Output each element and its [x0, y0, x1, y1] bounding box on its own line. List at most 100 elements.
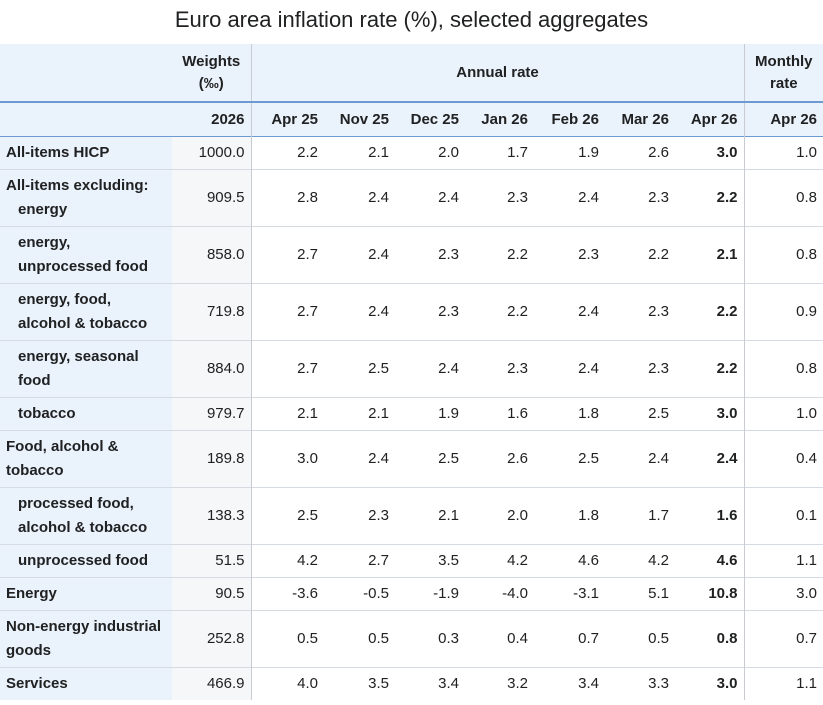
- row-value: 3.5: [324, 667, 395, 700]
- row-monthly: 1.0: [744, 136, 823, 170]
- row-value: 2.5: [251, 487, 324, 545]
- row-value: -4.0: [465, 577, 534, 611]
- row-value-latest: 1.6: [675, 487, 745, 545]
- row-value-latest: 0.8: [675, 610, 745, 668]
- row-value-latest: 3.0: [675, 397, 745, 431]
- header-period: Jan 26: [465, 101, 534, 137]
- row-weight: 884.0: [172, 340, 252, 398]
- row-label: energy, food, alcohol & tobacco: [0, 283, 172, 341]
- row-monthly: 0.8: [744, 169, 823, 227]
- row-monthly: 0.8: [744, 340, 823, 398]
- table-row: All-items excluding: energy 909.5 2.8 2.…: [0, 169, 823, 227]
- row-label: unprocessed food: [0, 544, 172, 578]
- row-value: -1.9: [395, 577, 465, 611]
- row-value: 2.2: [465, 283, 534, 341]
- row-weight: 252.8: [172, 610, 252, 668]
- row-value: 4.2: [251, 544, 324, 578]
- row-value: 1.8: [534, 397, 605, 431]
- row-value: 0.4: [465, 610, 534, 668]
- table-row: All-items HICP 1000.0 2.2 2.1 2.0 1.7 1.…: [0, 136, 823, 170]
- header-period: Feb 26: [534, 101, 605, 137]
- row-value: 2.2: [605, 226, 675, 284]
- table-row: unprocessed food 51.5 4.2 2.7 3.5 4.2 4.…: [0, 544, 823, 578]
- header-weights-year: 2026: [172, 101, 252, 137]
- row-weight: 189.8: [172, 430, 252, 488]
- row-label: Energy: [0, 577, 172, 611]
- row-weight: 51.5: [172, 544, 252, 578]
- header-monthly-line1: Monthly: [755, 52, 813, 70]
- row-value: 2.0: [395, 136, 465, 170]
- row-value: 0.5: [324, 610, 395, 668]
- row-label-sub: energy: [18, 201, 68, 218]
- table-row: energy, unprocessed food 858.0 2.7 2.4 2…: [0, 226, 823, 284]
- row-monthly: 1.0: [744, 397, 823, 431]
- table-row: processed food, alcohol & tobacco 138.3 …: [0, 487, 823, 545]
- row-value: 2.7: [251, 340, 324, 398]
- row-value: 2.6: [605, 136, 675, 170]
- row-value: 2.7: [251, 226, 324, 284]
- table-row: tobacco 979.7 2.1 2.1 1.9 1.6 1.8 2.5 3.…: [0, 397, 823, 431]
- page-title: Euro area inflation rate (%), selected a…: [174, 7, 649, 32]
- row-value: 2.4: [534, 169, 605, 227]
- row-value: 2.1: [324, 136, 395, 170]
- row-weight: 858.0: [172, 226, 252, 284]
- row-value-latest: 2.2: [675, 169, 745, 227]
- row-value: 2.2: [251, 136, 324, 170]
- row-value: 2.3: [465, 169, 534, 227]
- row-value: 4.6: [534, 544, 605, 578]
- row-label: All-items HICP: [0, 136, 172, 170]
- table-row: energy, seasonal food 884.0 2.7 2.5 2.4 …: [0, 340, 823, 398]
- row-monthly: 1.1: [744, 544, 823, 578]
- row-value: 1.8: [534, 487, 605, 545]
- row-value: 1.9: [534, 136, 605, 170]
- row-value: 2.4: [324, 226, 395, 284]
- row-value: 0.5: [251, 610, 324, 668]
- row-value: 3.0: [251, 430, 324, 488]
- row-value: 2.2: [465, 226, 534, 284]
- row-value: -0.5: [324, 577, 395, 611]
- row-weight: 909.5: [172, 169, 252, 227]
- row-value: 2.0: [465, 487, 534, 545]
- row-monthly: 0.7: [744, 610, 823, 668]
- row-value-latest: 2.2: [675, 340, 745, 398]
- header-weights: Weights (‰): [172, 44, 252, 102]
- row-value: 3.3: [605, 667, 675, 700]
- row-label: tobacco: [0, 397, 172, 431]
- header-blank: [0, 44, 172, 102]
- row-value: 2.3: [605, 169, 675, 227]
- row-value: 3.2: [465, 667, 534, 700]
- row-value: 2.3: [395, 283, 465, 341]
- row-value: 2.1: [395, 487, 465, 545]
- row-monthly: 0.1: [744, 487, 823, 545]
- header-period: Mar 26: [605, 101, 675, 137]
- table-row: Food, alcohol & tobacco 189.8 3.0 2.4 2.…: [0, 430, 823, 488]
- table-row: Services 466.9 4.0 3.5 3.4 3.2 3.4 3.3 3…: [0, 667, 823, 700]
- row-value: 2.1: [324, 397, 395, 431]
- row-value: 0.3: [395, 610, 465, 668]
- row-weight: 979.7: [172, 397, 252, 431]
- row-label: energy, seasonal food: [0, 340, 172, 398]
- row-monthly: 0.9: [744, 283, 823, 341]
- header-period: Nov 25: [324, 101, 395, 137]
- row-value: 5.1: [605, 577, 675, 611]
- header-monthly-line2: rate: [770, 74, 798, 92]
- row-value: 2.1: [251, 397, 324, 431]
- header-period: Apr 25: [251, 101, 324, 137]
- row-value: 2.5: [324, 340, 395, 398]
- row-label-group: All-items excluding:: [6, 177, 149, 194]
- row-value-latest: 10.8: [675, 577, 745, 611]
- row-value: 2.4: [605, 430, 675, 488]
- header-period: Dec 25: [395, 101, 465, 137]
- row-value: 2.3: [605, 340, 675, 398]
- row-value: 2.4: [324, 169, 395, 227]
- header-weights-unit: (‰): [198, 74, 224, 92]
- row-value: 0.5: [605, 610, 675, 668]
- row-value: 1.7: [465, 136, 534, 170]
- row-label: energy, unprocessed food: [0, 226, 172, 284]
- row-weight: 719.8: [172, 283, 252, 341]
- header-monthly-rate: Monthly rate: [744, 44, 823, 102]
- row-label: Non-energy industrial goods: [0, 610, 172, 668]
- row-value: -3.1: [534, 577, 605, 611]
- row-weight: 1000.0: [172, 136, 252, 170]
- row-label: Services: [0, 667, 172, 700]
